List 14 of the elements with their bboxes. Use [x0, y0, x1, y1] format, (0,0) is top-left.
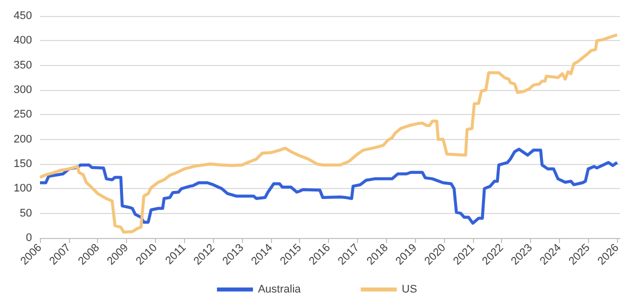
line-series — [38, 33, 619, 234]
y-tick-label: 250 — [14, 108, 32, 121]
y-tick-label: 200 — [14, 133, 32, 146]
legend-label: Australia — [258, 284, 302, 296]
y-tick-label: 350 — [14, 59, 32, 72]
y-tick-label: 300 — [14, 84, 32, 96]
legend-label: US — [402, 284, 418, 296]
y-tick-label: 150 — [14, 158, 32, 170]
y-tick-label: 50 — [20, 207, 32, 220]
y-tick-label: 0 — [26, 232, 32, 244]
y-tick-label: 100 — [14, 182, 32, 195]
y-tick-label: 400 — [14, 34, 32, 47]
y-tick-label: 450 — [14, 10, 32, 22]
line-series — [38, 148, 619, 225]
